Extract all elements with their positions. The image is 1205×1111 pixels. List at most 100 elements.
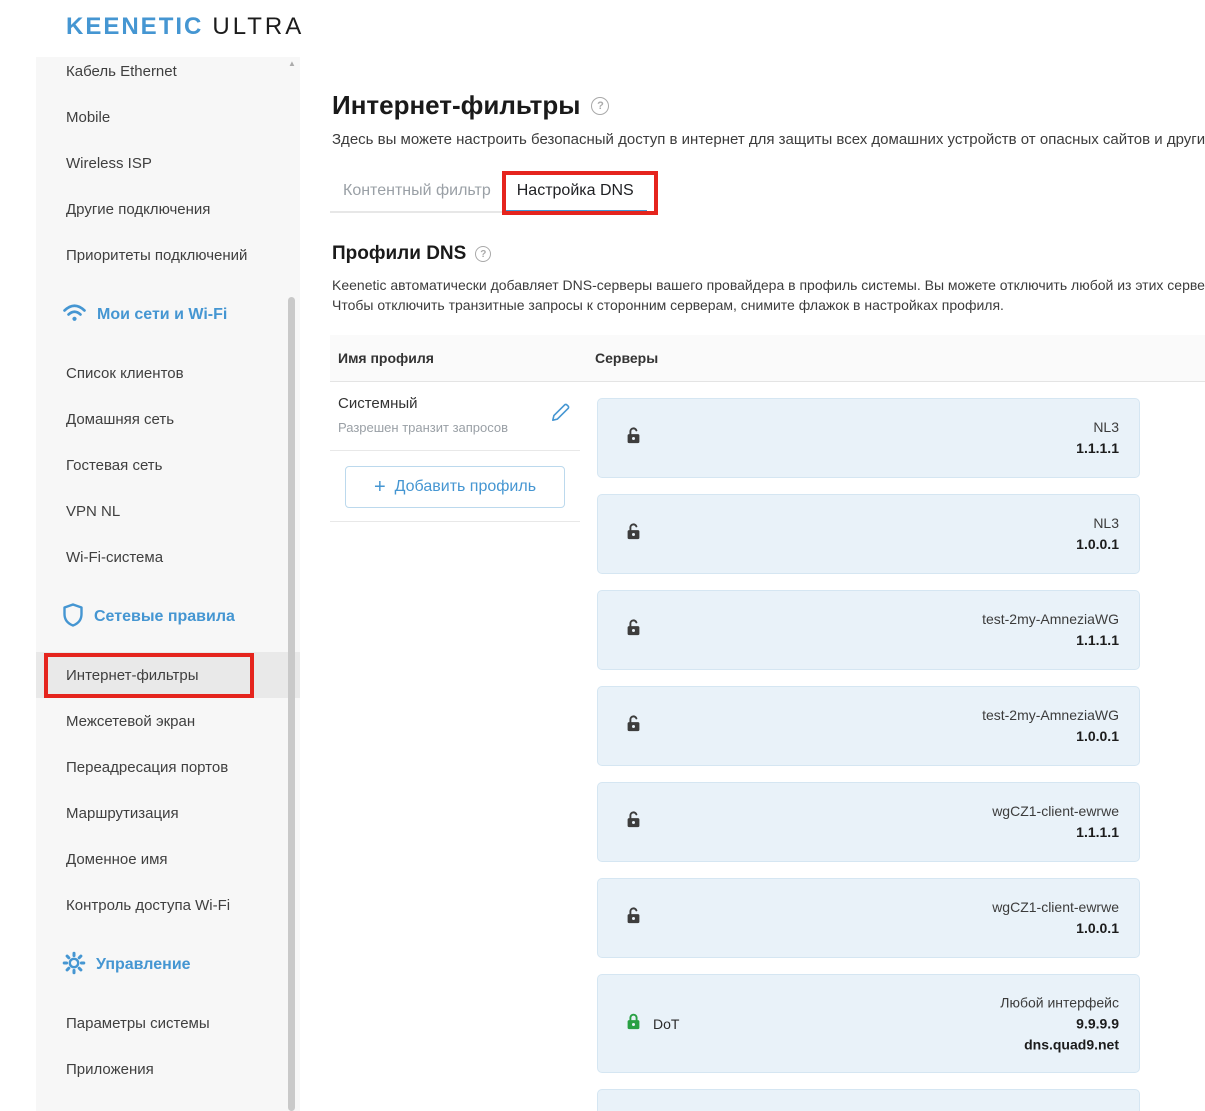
wifi-icon	[62, 303, 87, 327]
table-header: Имя профиля Серверы	[330, 335, 1205, 382]
server-info: NL3 1.0.0.1	[1076, 513, 1119, 555]
dns-profiles-title: Профили DNS ?	[332, 243, 492, 265]
sidebar-item-system-settings[interactable]: Параметры системы	[36, 1000, 300, 1046]
top-bar: KEENETIC ULTRA	[0, 0, 1205, 57]
sidebar-item-label: Mobile	[66, 108, 111, 126]
sidebar-item-vpn-nl[interactable]: VPN NL	[36, 488, 300, 534]
sidebar-scrollbar[interactable]: ▲	[286, 57, 298, 1111]
keenetic-logo: KEENETIC ULTRA	[66, 13, 304, 41]
page-description: Здесь вы можете настроить безопасный дос…	[332, 131, 1205, 148]
help-icon[interactable]: ?	[475, 246, 492, 262]
server-card-dot[interactable]: DoT Любой интерфейс 9.9.9.9 dns.quad9.ne…	[597, 974, 1140, 1073]
server-card[interactable]: wgCZ1-client-ewrwe 1.0.0.1	[597, 878, 1140, 958]
sidebar-item-wireless-isp[interactable]: Wireless ISP	[36, 140, 300, 186]
server-info: Любой интерфейс 9.9.9.9 dns.quad9.net	[1000, 992, 1119, 1055]
server-card[interactable]: test-2my-AmneziaWG 1.0.0.1	[597, 686, 1140, 766]
scrollbar-thumb[interactable]	[288, 297, 295, 1111]
sidebar-section-management[interactable]: Управление	[36, 942, 300, 988]
sidebar-item-label: VPN NL	[66, 502, 121, 520]
sidebar-item-mobile[interactable]: Mobile	[36, 94, 300, 140]
shield-icon	[62, 602, 84, 632]
server-info: test-2my-AmneziaWG 1.1.1.1	[982, 609, 1119, 651]
server-info: test-2my-AmneziaWG 1.0.0.1	[982, 705, 1119, 747]
lock-open-icon	[626, 523, 641, 546]
tab-dns-settings[interactable]: Настройка DNS	[503, 173, 647, 213]
sidebar-item-wifi-access-control[interactable]: Контроль доступа Wi-Fi	[36, 882, 300, 928]
server-address: 1.1.1.1	[1076, 824, 1119, 840]
sidebar-item-label: Список клиентов	[66, 364, 184, 382]
sidebar-item-routing[interactable]: Маршрутизация	[36, 790, 300, 836]
sidebar-item-cable-ethernet[interactable]: Кабель Ethernet	[36, 57, 300, 94]
server-interface: wgCZ1-client-ewrwe	[992, 803, 1119, 819]
servers-column: NL3 1.1.1.1 NL3 1.0.0.1 test-2my-Amnezia…	[597, 398, 1140, 1111]
gear-icon	[62, 951, 86, 980]
server-card[interactable]: wgCZ1-client-ewrwe 1.1.1.1	[597, 782, 1140, 862]
server-hostname: dns.quad9.net	[1024, 1036, 1119, 1052]
sidebar: Кабель Ethernet Mobile Wireless ISP Друг…	[36, 57, 300, 1111]
server-card[interactable]: NL3 1.0.0.1	[597, 494, 1140, 574]
scrollbar-up-arrow-icon[interactable]: ▲	[288, 59, 296, 68]
sidebar-section-label: Сетевые правила	[94, 608, 235, 625]
dns-description-line2: Чтобы отключить транзитные запросы к сто…	[332, 297, 1004, 313]
sidebar-item-label: Параметры системы	[66, 1014, 210, 1032]
sidebar-item-label: Кабель Ethernet	[66, 62, 177, 80]
sidebar-item-label: Wireless ISP	[66, 154, 152, 172]
server-card[interactable]: NL3 1.1.1.1	[597, 398, 1140, 478]
server-address: 1.0.0.1	[1076, 536, 1119, 552]
server-info: wgCZ1-client-ewrwe 1.1.1.1	[992, 801, 1119, 843]
add-profile-button[interactable]: + Добавить профиль	[345, 466, 565, 508]
logo-model: ULTRA	[212, 13, 305, 40]
plus-icon: +	[373, 476, 386, 498]
lock-open-icon	[626, 715, 641, 738]
server-address: 1.0.0.1	[1076, 728, 1119, 744]
sidebar-section-label: Управление	[96, 956, 191, 973]
sidebar-item-connection-priorities[interactable]: Приоритеты подключений	[36, 232, 300, 278]
server-info: wgCZ1-client-ewrwe 1.0.0.1	[992, 897, 1119, 939]
page-title-text: Интернет-фильтры	[332, 90, 581, 120]
profile-card-system[interactable]: Системный Разрешен транзит запросов	[330, 383, 580, 451]
lock-open-icon	[626, 811, 641, 834]
sidebar-item-home-network[interactable]: Домашняя сеть	[36, 396, 300, 442]
sidebar-item-port-forwarding[interactable]: Переадресация портов	[36, 744, 300, 790]
sidebar-item-applications[interactable]: Приложения	[36, 1046, 300, 1092]
page-title: Интернет-фильтры ?	[332, 90, 610, 121]
lock-open-icon	[626, 907, 641, 930]
sidebar-item-label: Интернет-фильтры	[66, 666, 199, 684]
server-interface: Любой интерфейс	[1000, 994, 1119, 1010]
sidebar-section-label: Мои сети и Wi-Fi	[97, 306, 228, 323]
sidebar-item-firewall[interactable]: Межсетевой экран	[36, 698, 300, 744]
server-protocol-label: DoT	[653, 1015, 680, 1032]
sidebar-item-label: Гостевая сеть	[66, 456, 163, 474]
sidebar-item-label: Домашняя сеть	[66, 410, 175, 428]
tab-content-filter[interactable]: Контентный фильтр	[343, 182, 491, 199]
main-content: Интернет-фильтры ? Здесь вы можете настр…	[330, 57, 1205, 1111]
dns-profiles-description: Keenetic автоматически добавляет DNS-сер…	[332, 275, 1205, 315]
sidebar-item-label: Другие подключения	[66, 200, 211, 218]
lock-open-icon	[626, 619, 641, 642]
profile-name: Системный	[338, 395, 418, 412]
sidebar-item-client-list[interactable]: Список клиентов	[36, 350, 300, 396]
server-card[interactable]: test-2my-AmneziaWG 1.1.1.1	[597, 590, 1140, 670]
sidebar-item-wifi-system[interactable]: Wi-Fi-система	[36, 534, 300, 580]
server-interface: NL3	[1093, 515, 1119, 531]
server-interface: test-2my-AmneziaWG	[982, 707, 1119, 723]
sidebar-item-internet-filters[interactable]: Интернет-фильтры	[36, 652, 300, 698]
sidebar-item-guest-network[interactable]: Гостевая сеть	[36, 442, 300, 488]
tab-bar: Контентный фильтр Настройка DNS	[330, 173, 647, 213]
server-info: NL3 1.1.1.1	[1076, 417, 1119, 459]
sidebar-item-label: Приложения	[66, 1060, 154, 1078]
sidebar-section-my-networks-wifi[interactable]: Мои сети и Wi-Fi	[36, 292, 300, 338]
sidebar-section-network-rules[interactable]: Сетевые правила	[36, 594, 300, 640]
help-icon[interactable]: ?	[591, 96, 610, 115]
sidebar-item-other-connections[interactable]: Другие подключения	[36, 186, 300, 232]
sidebar-item-domain-name[interactable]: Доменное имя	[36, 836, 300, 882]
edit-pencil-icon[interactable]	[551, 403, 570, 427]
sidebar-item-label: Контроль доступа Wi-Fi	[66, 896, 231, 914]
logo-brand: KEENETIC	[66, 13, 204, 40]
server-card[interactable]	[597, 1089, 1140, 1111]
column-header-servers: Серверы	[595, 350, 659, 366]
column-divider	[330, 521, 580, 522]
lock-closed-green-icon	[626, 1012, 641, 1035]
server-address: 1.1.1.1	[1076, 440, 1119, 456]
server-address: 1.0.0.1	[1076, 920, 1119, 936]
